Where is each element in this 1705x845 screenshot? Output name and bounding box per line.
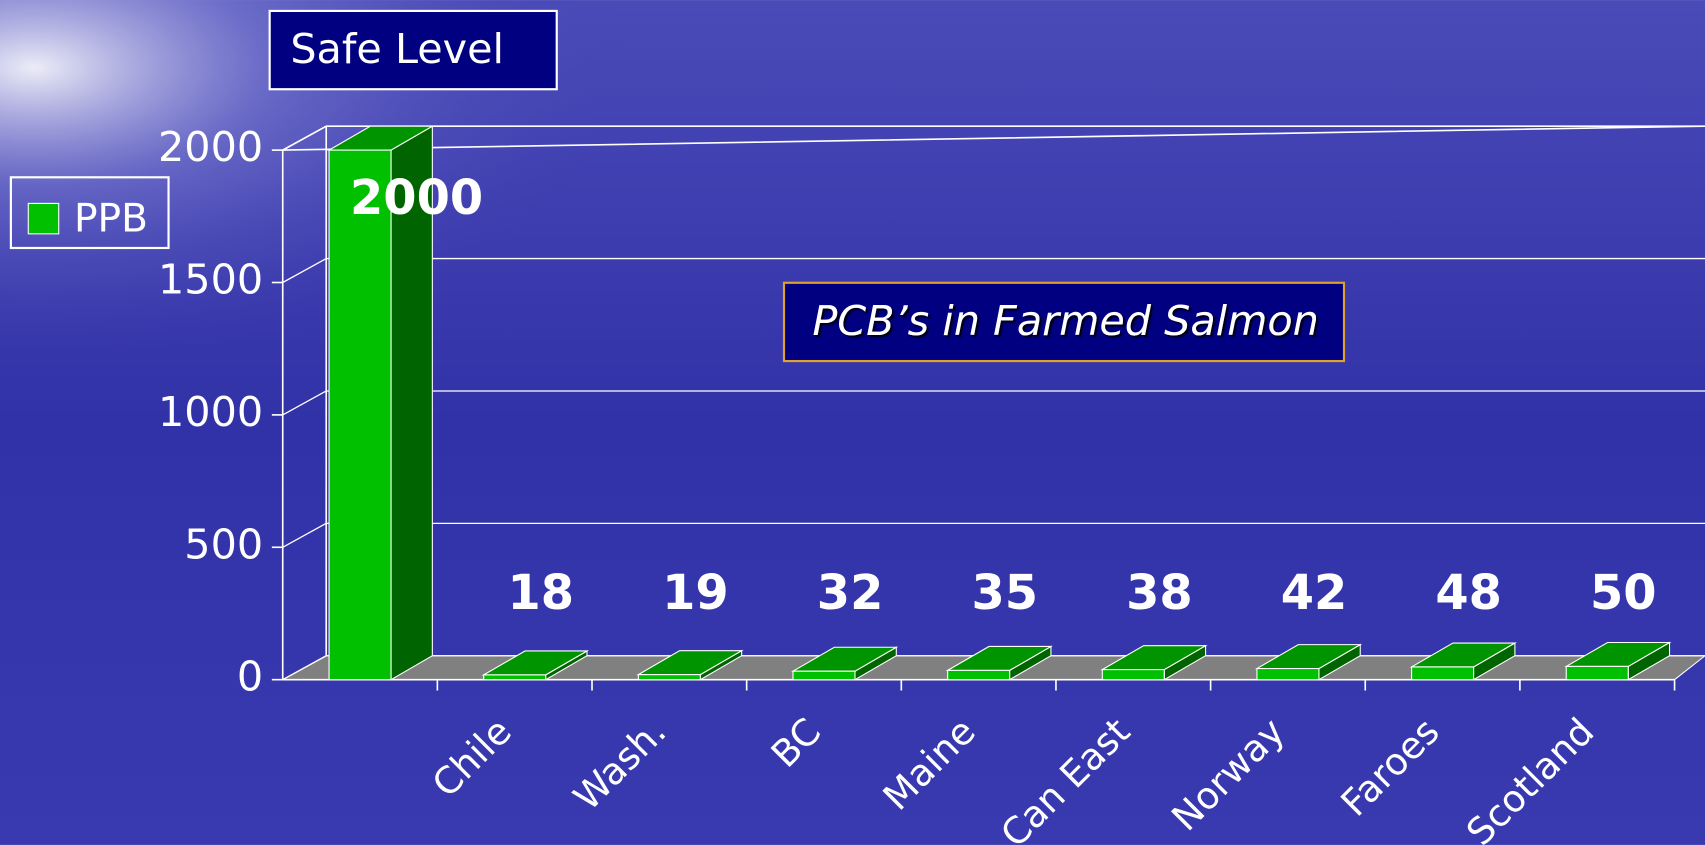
bar [327, 125, 435, 681]
y-tick-label: 0 [237, 653, 263, 701]
bar [1100, 644, 1208, 681]
legend-label: PPB [74, 196, 148, 241]
grid-line-side [282, 522, 327, 548]
value-label: 32 [817, 566, 884, 621]
value-label: 2000 [350, 171, 483, 226]
bar [481, 650, 590, 681]
bar-front [947, 669, 1011, 681]
bar [790, 646, 899, 681]
value-label: 42 [1281, 566, 1348, 621]
annotation: Safe Level [290, 25, 504, 73]
value-label: 38 [1126, 566, 1193, 621]
annotation-box [268, 9, 558, 91]
chart-title: PCB’s in Farmed Salmon [812, 297, 1318, 345]
bar [945, 645, 1053, 681]
y-tick-label: 500 [184, 520, 263, 568]
value-label: 35 [971, 566, 1038, 621]
grid-line-side [282, 655, 327, 681]
y-tick-label: 2000 [158, 123, 263, 171]
legend [9, 176, 170, 250]
grid-line-side [282, 125, 327, 151]
bar-front [328, 149, 392, 681]
bar [1564, 641, 1672, 681]
value-label: 48 [1435, 566, 1502, 621]
bar-front [1565, 665, 1629, 681]
bar-front [1411, 666, 1475, 681]
grid-line-side [282, 258, 327, 284]
title-box [782, 281, 1346, 363]
bar [1254, 643, 1363, 681]
bar-front [1256, 667, 1320, 681]
bar [1409, 642, 1517, 681]
bar-front [792, 670, 856, 681]
bar [636, 649, 744, 681]
legend-swatch [27, 202, 60, 235]
y-tick-label: 1000 [158, 388, 263, 436]
bar-front [1101, 669, 1165, 681]
value-label: 18 [508, 566, 575, 621]
grid-line-side [282, 390, 327, 416]
bar-front [483, 674, 547, 681]
bar-front [637, 674, 701, 681]
value-label: 50 [1590, 566, 1657, 621]
value-label: 19 [662, 566, 729, 621]
y-tick-label: 1500 [158, 256, 263, 304]
